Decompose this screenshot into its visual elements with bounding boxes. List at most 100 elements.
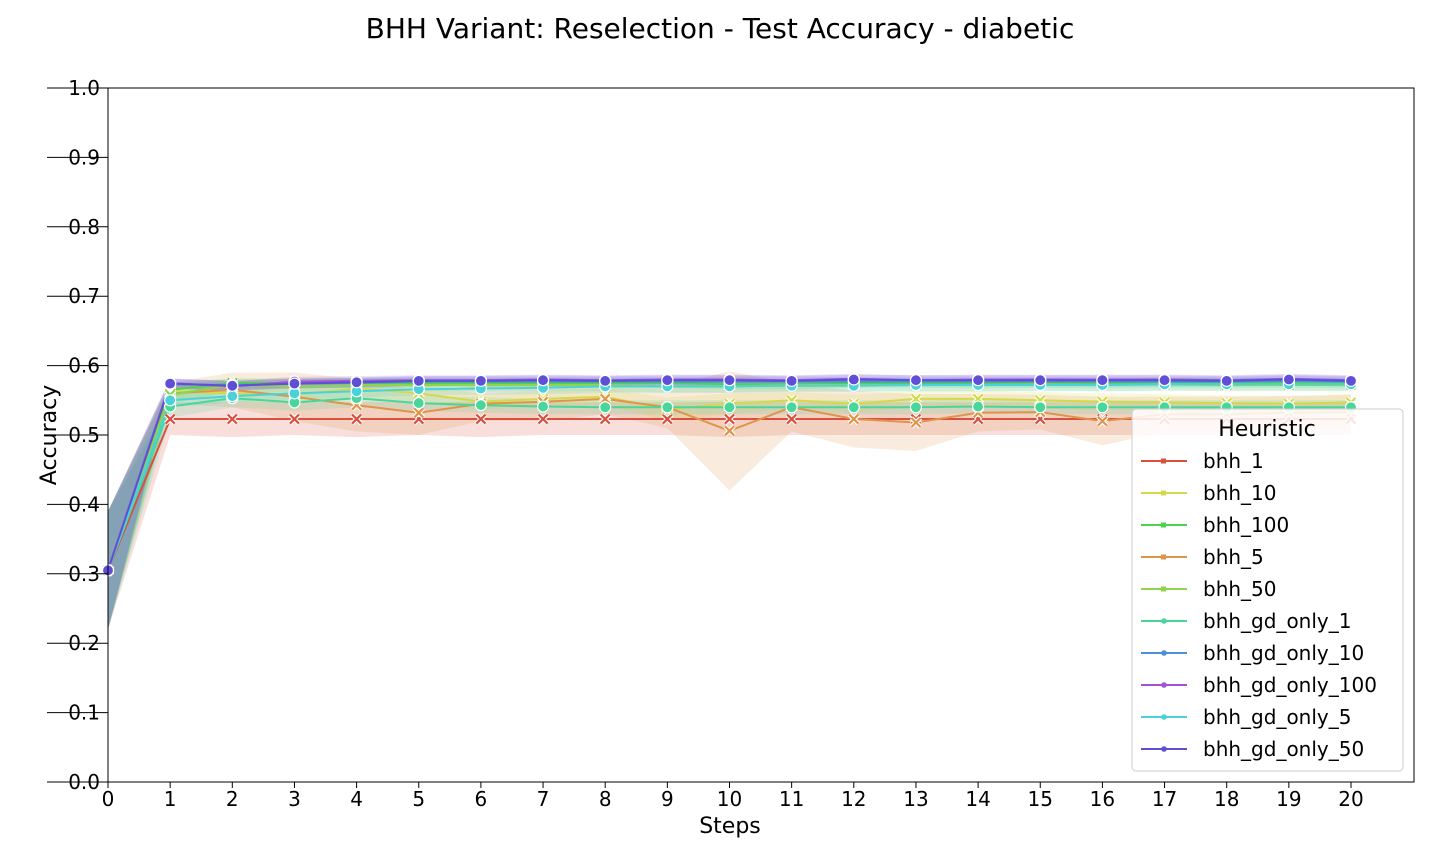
x-tick-label: 17 [1152,787,1177,811]
x-tick-label: 5 [412,787,425,811]
point-bhh-1 [164,412,177,426]
x-tick-label: 1 [164,787,177,811]
legend-item-bhh-gd-only-10: bhh_gd_only_10 [1141,641,1364,665]
legend-marker [1161,458,1166,464]
x-tick-label: 11 [779,787,804,811]
point-bhh-gd-only-1 [847,401,860,414]
point-bhh-1 [226,412,239,426]
legend-marker [1161,618,1167,624]
legend-label: bhh_1 [1203,449,1264,473]
y-tick-label: 0.1 [68,701,100,725]
point-bhh-gd-only-50 [785,374,798,387]
point-bhh-10 [909,392,923,406]
point-bhh-gd-only-1 [474,399,487,412]
x-tick-label: 18 [1214,787,1239,811]
legend-item-bhh-100: bhh_100 [1141,513,1289,537]
legend-marker [1161,586,1166,592]
x-tick-label: 2 [226,787,239,811]
point-bhh-gd-only-1 [723,401,736,414]
legend-item-bhh-1: bhh_1 [1141,449,1264,473]
x-tick-label: 4 [350,787,363,811]
point-bhh-gd-only-1 [412,396,425,410]
y-tick-label: 0.4 [68,492,100,516]
point-bhh-gd-only-1 [599,401,612,414]
point-bhh-gd-only-5 [164,394,177,407]
y-axis-label: Accuracy [37,385,62,485]
point-bhh-gd-only-50 [1158,374,1171,387]
y-axis: 0.0 0.1 0.2 0.3 0.4 0.5 0.6 0.7 0.8 0.9 1.0 [47,76,108,794]
y-tick-label: 0.0 [68,770,100,794]
legend-marker [1161,714,1167,720]
legend-box [1131,408,1404,772]
point-bhh-gd-only-50 [474,374,487,387]
y-tick-label: 0.9 [68,145,100,169]
legend-marker [1161,746,1167,752]
legend-item-bhh-gd-only-1: bhh_gd_only_1 [1141,609,1351,633]
legend-item-bhh-50: bhh_50 [1141,577,1277,601]
point-bhh-gd-only-50 [847,373,860,386]
x-tick-label: 6 [475,787,488,811]
point-bhh-gd-only-50 [412,374,425,387]
x-tick-label: 16 [1090,787,1115,811]
x-tick-label: 7 [537,787,550,811]
point-bhh-1 [350,412,363,426]
x-tick-label: 9 [661,787,674,811]
point-bhh-1 [785,412,798,426]
point-bhh-1 [661,412,674,426]
point-bhh-gd-only-1 [1096,401,1109,414]
x-axis: 0 1 2 3 4 5 6 7 8 9 10 11 12 13 14 15 16 17 18 19 20 [102,782,1364,811]
legend-item-bhh-gd-only-100: bhh_gd_only_100 [1141,673,1377,697]
point-bhh-gd-only-1 [971,400,985,413]
legend: Heuristic bhh_1 bhh_10 bhh_100 bhh_5 bhh_50b… [1131,408,1404,772]
x-axis-label: Steps [699,814,761,839]
point-bhh-gd-only-1 [536,400,550,413]
legend-marker [1161,682,1167,688]
legend-label: bhh_10 [1203,481,1277,505]
point-bhh-gd-only-50 [350,376,363,389]
point-bhh-5 [412,406,425,419]
point-bhh-5 [723,424,736,437]
legend-label: bhh_gd_only_50 [1203,737,1364,761]
legend-marker [1161,554,1166,560]
legend-item-bhh-gd-only-5: bhh_gd_only_5 [1141,705,1351,729]
legend-label: bhh_gd_only_1 [1203,609,1351,633]
legend-item-bhh-10: bhh_10 [1141,481,1277,505]
point-bhh-gd-only-50 [1344,374,1358,387]
y-tick-label: 1.0 [68,76,100,100]
point-bhh-gd-only-50 [164,377,177,390]
x-tick-label: 19 [1276,787,1301,811]
x-tick-label: 8 [599,787,612,811]
point-bhh-gd-only-50 [661,374,674,387]
point-bhh-gd-only-50 [288,377,301,390]
legend-label: bhh_100 [1203,513,1289,537]
point-bhh-5 [909,416,923,429]
point-bhh-gd-only-50 [909,374,923,387]
point-bhh-gd-only-50 [723,374,736,387]
point-bhh-gd-only-5 [226,390,239,403]
legend-item-bhh-5: bhh_5 [1141,545,1264,569]
point-bhh-gd-only-50 [1220,374,1233,387]
point-bhh-5 [847,412,860,426]
point-bhh-gd-only-1 [661,401,674,414]
x-tick-label: 20 [1338,787,1363,811]
point-bhh-gd-only-1 [785,401,798,414]
x-tick-label: 13 [903,787,928,811]
legend-marker [1161,490,1166,496]
legend-marker [1161,522,1166,528]
point-bhh-1 [536,412,550,426]
point-bhh-gd-only-50 [1034,374,1047,387]
y-tick-label: 0.5 [68,423,100,447]
x-tick-label: 12 [841,787,866,811]
point-bhh-gd-only-50 [226,379,239,392]
point-bhh-gd-only-50 [536,374,550,387]
legend-title: Heuristic [1218,417,1315,442]
chart-title: BHH Variant: Reselection - Test Accuracy… [366,12,1075,45]
point-bhh-gd-only-1 [909,401,923,414]
point-bhh-1 [723,412,736,426]
legend-label: bhh_gd_only_100 [1203,673,1377,697]
x-tick-label: 15 [1028,787,1053,811]
point-bhh-1 [599,412,612,426]
point-bhh-gd-only-50 [971,374,985,387]
legend-marker [1161,650,1167,656]
